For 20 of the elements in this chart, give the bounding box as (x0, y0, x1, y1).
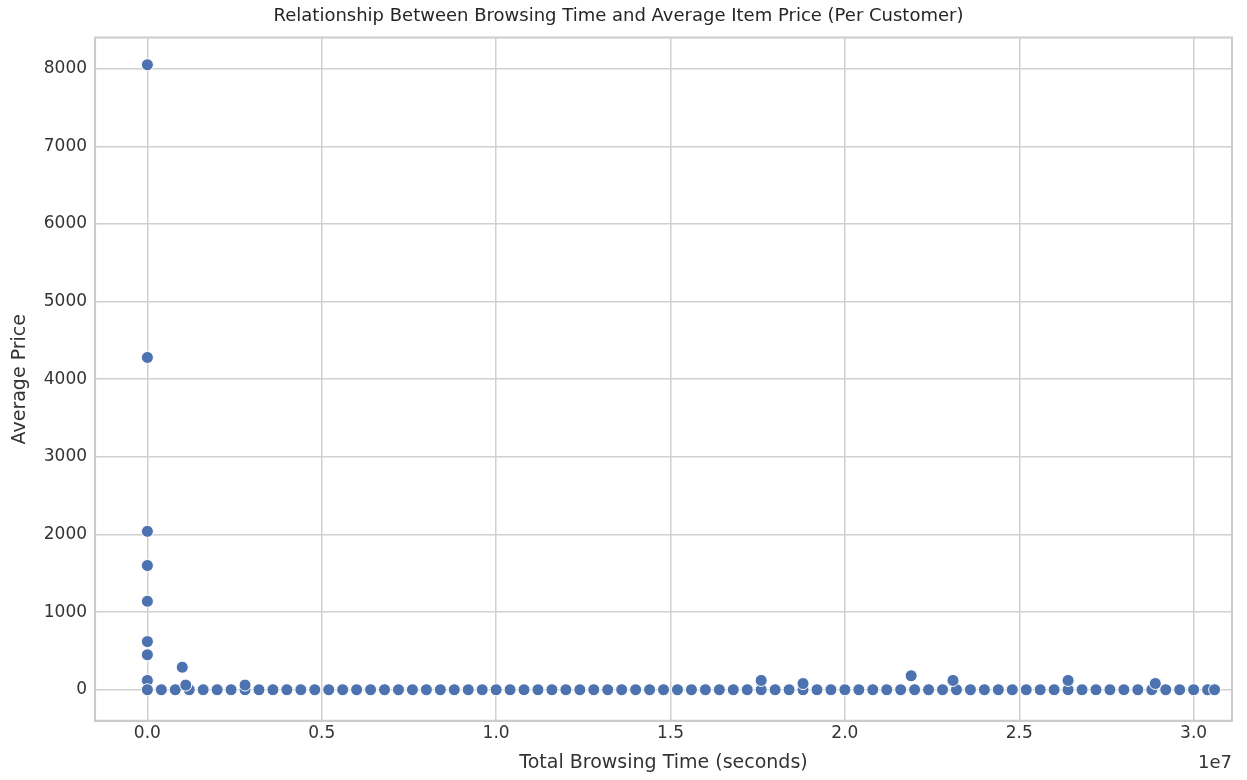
y-tick-label: 5000 (43, 289, 88, 310)
y-tick-label: 0 (76, 678, 88, 699)
text: 1e7 (1198, 751, 1232, 773)
y-tick-label: 4000 (43, 367, 88, 388)
y-tick-label: 7000 (43, 134, 88, 155)
x-tick-label: 2.5 (1005, 722, 1033, 743)
chart-title: Relationship Between Browsing Time and Average Item Price (Per Customer) (273, 4, 964, 26)
y-tick-label: 8000 (43, 57, 88, 78)
y-tick-label: 1000 (43, 600, 88, 621)
x-tick-label: 1.5 (656, 722, 685, 743)
y-tick-label: 3000 (43, 445, 88, 466)
y-tick-label: 2000 (43, 522, 88, 543)
x-tick-label: 3.0 (1180, 722, 1208, 743)
x-tick-label: 1.0 (482, 722, 510, 743)
x-tick-label: 0.5 (308, 722, 336, 743)
x-axis-title: Total Browsing Time (seconds) (518, 749, 808, 772)
y-tick-label: 6000 (43, 212, 88, 233)
x-tick-label: 0.0 (133, 722, 161, 743)
x-tick-label: 2.0 (831, 722, 859, 743)
y-axis-title: Average Price (7, 313, 30, 445)
